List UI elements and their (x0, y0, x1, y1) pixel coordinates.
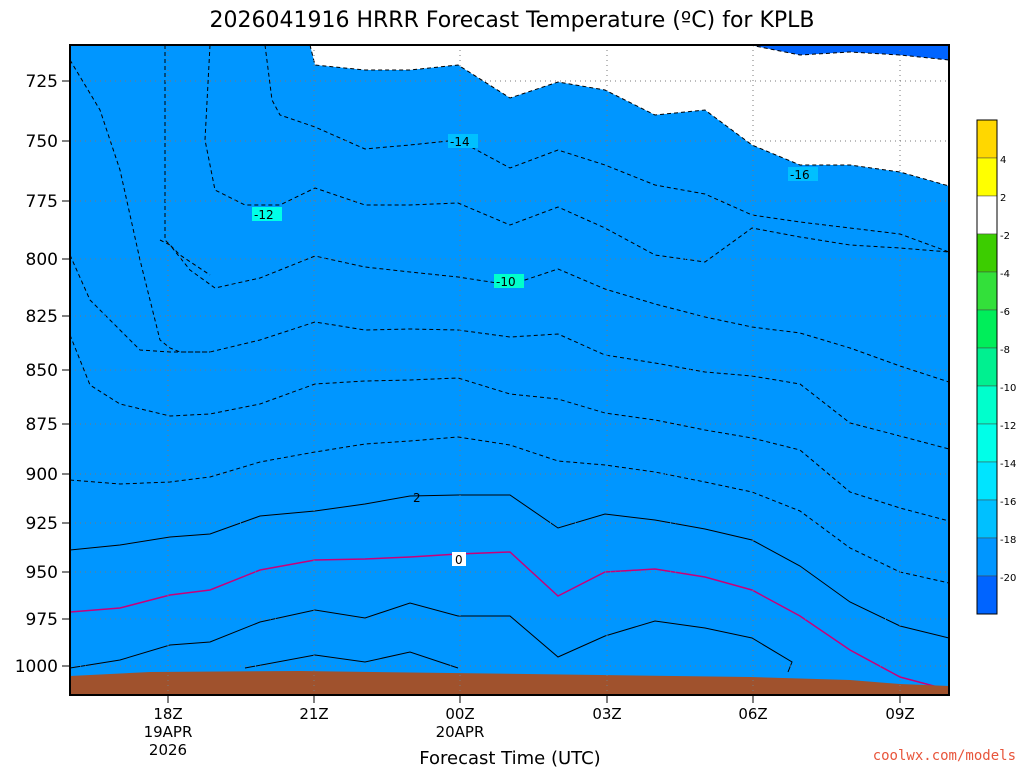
ground-terrain (70, 671, 949, 695)
contour-label-minus14: -14 (450, 135, 470, 149)
colorbar-swatch (976, 499, 998, 539)
colorbar-tick-label: -14 (1000, 459, 1016, 470)
y-tick-label: 900 (26, 465, 58, 485)
colorbar-tick-label: -16 (1000, 497, 1016, 508)
x-tick-date: 20APR (436, 723, 485, 741)
x-axis-ticks: 18Z 19APR 2026 21Z 00Z 20APR 03Z 06Z 09Z (144, 695, 915, 759)
zero-degree-contour (70, 551, 949, 691)
x-tick-label: 00Z (445, 705, 474, 723)
colorbar-swatch (976, 461, 998, 501)
positive-contours (70, 494, 949, 673)
colorbar-tick-label: -2 (1000, 231, 1010, 242)
colorbar-swatch (976, 271, 998, 311)
colorbar-tick-label: -12 (1000, 421, 1016, 432)
colorbar-tick-label: -18 (1000, 535, 1016, 546)
band-minus20-to-minus18 (70, 45, 949, 695)
band-below-minus20 (750, 45, 949, 60)
colorbar-tick-label: -6 (1000, 307, 1010, 318)
x-tick-label: 18Z (153, 705, 182, 723)
y-tick-label: 975 (26, 610, 58, 630)
colorbar-tick-label: -8 (1000, 345, 1010, 356)
contour-label-0: 0 (455, 553, 463, 567)
colorbar-swatch (976, 385, 998, 425)
colorbar-ticks: 4 2 -2 -4 -6 -8 -10 -12 -14 -16 -18 -20 (1000, 155, 1016, 584)
colorbar-tick-label: -4 (1000, 269, 1010, 280)
x-axis-label: Forecast Time (UTC) (419, 748, 600, 768)
colorbar-tick-label: 2 (1000, 193, 1006, 204)
y-tick-label: 825 (26, 307, 58, 327)
contour-label-minus16: -16 (790, 168, 810, 182)
y-tick-label: 775 (26, 192, 58, 212)
contour-label-2: 2 (413, 491, 421, 505)
x-tick-label: 06Z (738, 705, 767, 723)
colorbar-swatch (976, 195, 998, 235)
x-tick-label: 21Z (299, 705, 328, 723)
y-tick-label: 850 (26, 361, 58, 381)
colorbar-swatch (976, 347, 998, 387)
plot-area: -16 -14 -12 -10 2 0 (69, 44, 950, 696)
colorbar-swatch (976, 423, 998, 463)
x-tick-year: 2026 (149, 741, 187, 759)
colorbar-swatch (976, 309, 998, 349)
x-tick-date: 19APR (144, 723, 193, 741)
x-tick-label: 03Z (592, 705, 621, 723)
y-tick-label: 750 (26, 132, 58, 152)
colorbar-swatch (976, 157, 998, 197)
colorbar-swatch (976, 233, 998, 273)
colorbar-tick-label: -20 (1000, 573, 1016, 584)
colorbar (976, 119, 998, 615)
x-tick-label: 09Z (885, 705, 914, 723)
y-axis-ticks: 725 750 775 800 825 850 875 900 925 950 … (15, 72, 70, 677)
y-tick-label: 1000 (15, 657, 58, 677)
y-tick-label: 800 (26, 250, 58, 270)
y-tick-label: 725 (26, 72, 58, 92)
colorbar-frame (976, 119, 998, 615)
colorbar-swatch (976, 537, 998, 577)
contour-label-minus10: -10 (496, 275, 516, 289)
colorbar-swatch (976, 119, 998, 159)
y-tick-label: 925 (26, 514, 58, 534)
source-credit: coolwx.com/models (873, 748, 1016, 764)
contour-label-minus12: -12 (254, 208, 274, 222)
chart-title: 2026041916 HRRR Forecast Temperature (ºC… (210, 8, 815, 33)
colorbar-swatch (976, 575, 998, 615)
colorbar-tick-label: 4 (1000, 155, 1006, 166)
colorbar-tick-label: -10 (1000, 383, 1016, 394)
y-tick-label: 875 (26, 415, 58, 435)
y-tick-label: 950 (26, 563, 58, 583)
contour-labels: -16 -14 -12 -10 2 0 (252, 134, 818, 567)
negative-contours (70, 45, 949, 584)
grid-lines (70, 45, 949, 695)
